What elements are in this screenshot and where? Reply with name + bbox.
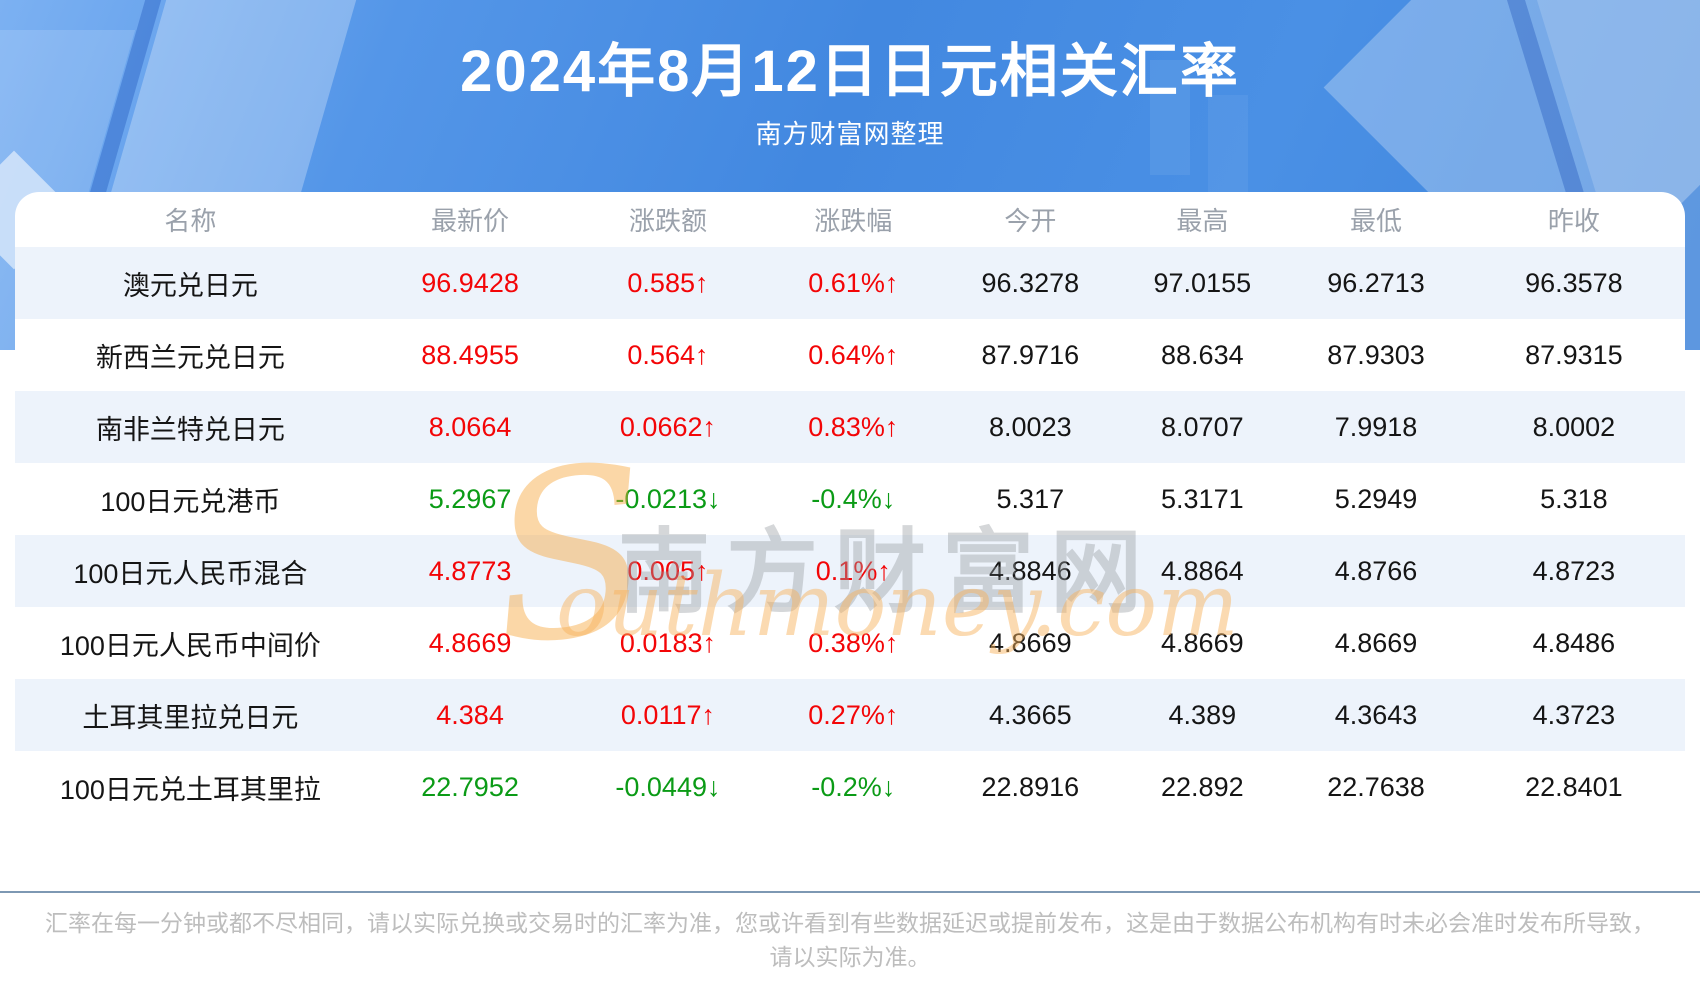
cell-change-percent: 0.27%↑ <box>808 699 899 730</box>
table-row: 100日元兑土耳其里拉 22.7952 -0.0449↓ -0.2%↓ 22.8… <box>15 751 1685 823</box>
cell-high: 4.8864 <box>1161 555 1244 586</box>
cell-high: 22.892 <box>1161 771 1244 802</box>
cell-low: 22.7638 <box>1327 771 1425 802</box>
cell-change-amount: 0.564↑ <box>627 339 709 370</box>
column-header-open: 今开 <box>1004 206 1057 236</box>
table-header-row: 名称 最新价 涨跌额 涨跌幅 今开 最高 最低 昨收 <box>15 192 1685 247</box>
cell-change-percent: 0.83%↑ <box>808 411 899 442</box>
cell-latest-price: 8.0664 <box>428 411 512 442</box>
table-row: 南非兰特兑日元 8.0664 0.0662↑ 0.83%↑ 8.0023 8.0… <box>15 391 1685 463</box>
cell-change-amount: 0.0662↑ <box>619 411 716 442</box>
cell-high: 88.634 <box>1161 339 1244 370</box>
column-header-low: 最低 <box>1349 206 1402 236</box>
cell-open: 22.8916 <box>981 771 1080 802</box>
column-header-prev-close: 昨收 <box>1547 206 1600 236</box>
cell-latest-price: 5.2967 <box>428 483 512 514</box>
cell-prev-close: 96.3578 <box>1525 267 1623 298</box>
table-row: 100日元兑港币 5.2967 -0.0213↓ -0.4%↓ 5.317 5.… <box>15 463 1685 535</box>
footer-disclaimer-line1: 汇率在每一分钟或都不尽相同，请以实际兑换或交易时的汇率为准，您或许看到有些数据延… <box>45 910 1655 936</box>
page-subtitle: 南方财富网整理 <box>755 119 945 149</box>
cell-prev-close: 4.3723 <box>1532 699 1616 730</box>
cell-name: 100日元人民币中间价 <box>59 630 321 661</box>
cell-low: 96.2713 <box>1327 267 1425 298</box>
cell-low: 4.8766 <box>1334 555 1418 586</box>
cell-prev-close: 22.8401 <box>1525 771 1623 802</box>
cell-open: 5.317 <box>996 483 1065 514</box>
cell-open: 4.8846 <box>989 555 1072 586</box>
cell-low: 5.2949 <box>1334 483 1418 514</box>
cell-high: 4.8669 <box>1161 627 1244 658</box>
cell-change-percent: -0.2%↓ <box>811 771 896 802</box>
cell-latest-price: 4.8773 <box>428 555 512 586</box>
cell-prev-close: 4.8723 <box>1532 555 1616 586</box>
cell-change-amount: 0.585↑ <box>627 267 709 298</box>
cell-low: 87.9303 <box>1327 339 1425 370</box>
cell-open: 87.9716 <box>981 339 1080 370</box>
column-header-high: 最高 <box>1176 206 1229 236</box>
cell-change-amount: 0.0183↑ <box>619 627 716 658</box>
cell-open: 96.3278 <box>981 267 1080 298</box>
table-row: 100日元人民币混合 4.8773 0.005↑ 0.1%↑ 4.8846 4.… <box>15 535 1685 607</box>
cell-change-percent: -0.4%↓ <box>811 483 896 514</box>
column-header-change-amount: 涨跌额 <box>628 206 707 236</box>
page-title: 2024年8月12日日元相关汇率 <box>460 39 1240 104</box>
cell-prev-close: 8.0002 <box>1532 411 1616 442</box>
cell-latest-price: 22.7952 <box>421 771 519 802</box>
cell-open: 4.3665 <box>989 699 1072 730</box>
cell-change-percent: 0.64%↑ <box>808 339 899 370</box>
cell-change-percent: 0.38%↑ <box>808 627 899 658</box>
cell-high: 5.3171 <box>1161 483 1244 514</box>
cell-name: 100日元人民币混合 <box>73 558 308 589</box>
banner-candlestick-1 <box>1150 60 1190 175</box>
column-header-latest-price: 最新价 <box>431 206 510 236</box>
footer-disclaimer-line2: 请以实际为准。 <box>769 944 931 970</box>
cell-open: 8.0023 <box>989 411 1072 442</box>
cell-high: 4.389 <box>1168 699 1237 730</box>
cell-name: 100日元兑土耳其里拉 <box>59 774 321 805</box>
cell-change-amount: 0.005↑ <box>627 555 709 586</box>
cell-high: 8.0707 <box>1161 411 1244 442</box>
cell-name: 澳元兑日元 <box>122 270 258 301</box>
table-row: 土耳其里拉兑日元 4.384 0.0117↑ 0.27%↑ 4.3665 4.3… <box>15 679 1685 751</box>
rates-table: 名称 最新价 涨跌额 涨跌幅 今开 最高 最低 昨收 澳元兑日元 96.9428… <box>15 192 1685 823</box>
cell-prev-close: 5.318 <box>1540 483 1608 514</box>
cell-open: 4.8669 <box>989 627 1072 658</box>
table-row: 100日元人民币中间价 4.8669 0.0183↑ 0.38%↑ 4.8669… <box>15 607 1685 679</box>
cell-change-percent: 0.61%↑ <box>808 267 899 298</box>
cell-name: 土耳其里拉兑日元 <box>82 702 299 733</box>
cell-name: 新西兰元兑日元 <box>95 342 285 373</box>
cell-name: 100日元兑港币 <box>100 486 281 517</box>
table-row: 澳元兑日元 96.9428 0.585↑ 0.61%↑ 96.3278 97.0… <box>15 247 1685 319</box>
column-header-name: 名称 <box>164 206 217 236</box>
cell-high: 97.0155 <box>1153 267 1252 298</box>
cell-latest-price: 4.8669 <box>428 627 512 658</box>
column-header-change-percent: 涨跌幅 <box>814 206 893 236</box>
cell-name: 南非兰特兑日元 <box>95 414 285 445</box>
cell-change-amount: 0.0117↑ <box>620 699 715 730</box>
cell-low: 7.9918 <box>1334 411 1418 442</box>
cell-change-amount: -0.0449↓ <box>615 771 721 802</box>
footer-divider <box>0 891 1700 893</box>
cell-change-percent: 0.1%↑ <box>815 555 891 586</box>
cell-prev-close: 87.9315 <box>1525 339 1623 370</box>
cell-low: 4.3643 <box>1334 699 1418 730</box>
cell-latest-price: 96.9428 <box>421 267 519 298</box>
cell-latest-price: 88.4955 <box>421 339 519 370</box>
cell-prev-close: 4.8486 <box>1532 627 1616 658</box>
table-row: 新西兰元兑日元 88.4955 0.564↑ 0.64%↑ 87.9716 88… <box>15 319 1685 391</box>
cell-latest-price: 4.384 <box>436 699 504 730</box>
footer-disclaimer: 汇率在每一分钟或都不尽相同，请以实际兑换或交易时的汇率为准，您或许看到有些数据延… <box>0 906 1700 974</box>
cell-low: 4.8669 <box>1334 627 1418 658</box>
cell-change-amount: -0.0213↓ <box>615 483 721 514</box>
